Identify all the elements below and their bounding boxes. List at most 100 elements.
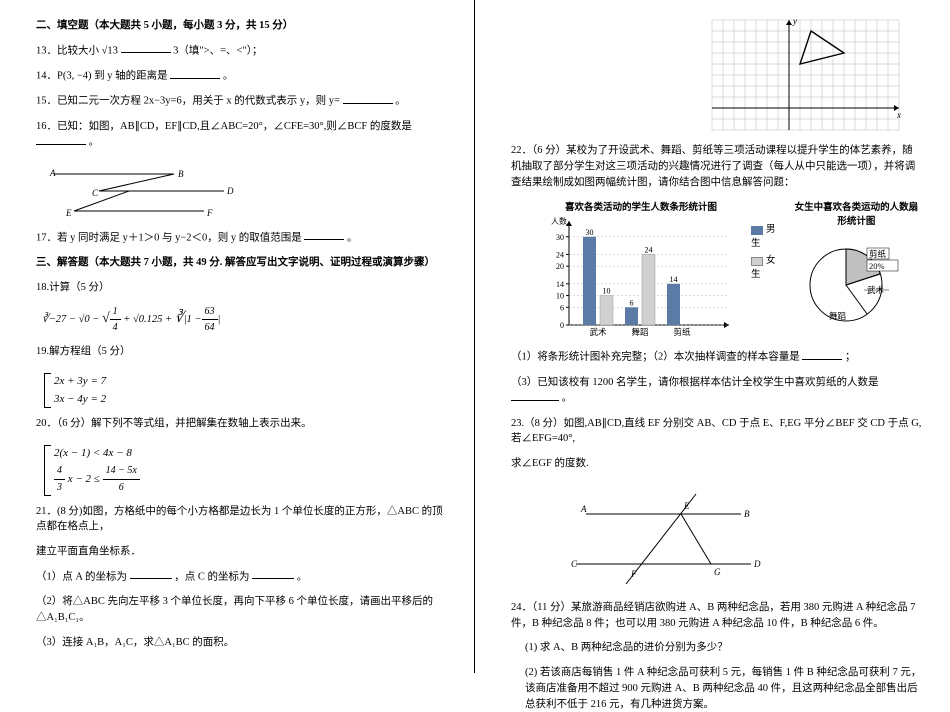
q18-f1n: 1: [110, 304, 121, 320]
q13-blank: [121, 43, 171, 54]
legend-male-swatch: [751, 226, 763, 235]
q15-end: 。: [395, 96, 406, 107]
bar-chart: 061014202430人数3010武术624舞蹈14剪纸: [541, 215, 741, 345]
q21-1c: 。: [297, 571, 308, 582]
bar-chart-title: 喜欢各类活动的学生人数条形统计图: [541, 199, 741, 213]
pt-F: F: [206, 208, 213, 218]
q13: 13．比较大小 √13 3（填">、=、<"）；: [36, 43, 446, 59]
q20-ld: 3: [54, 480, 65, 496]
q18-abs-close: |: [218, 314, 221, 325]
q16-text: 16．已知：如图，AB∥CD，EF∥CD,且∠ABC=20°，∠CFE=30°,…: [36, 121, 412, 132]
q18-prefix: ∛−27 − √0 −: [42, 314, 99, 325]
q16: 16．已知：如图，AB∥CD，EF∥CD,且∠ABC=20°，∠CFE=30°,…: [36, 119, 446, 151]
pt-C: C: [92, 188, 99, 198]
q14-end: 。: [223, 71, 234, 82]
q23-b: 求∠EGF 的度数.: [511, 456, 922, 472]
q20-system: 2(x − 1) < 4x − 8 43 x − 2 ≤ 14 − 5x6: [44, 445, 140, 496]
q20-label: 20．（6 分）解下列不等式组，并把解集在数轴上表示出来。: [36, 416, 446, 432]
pt-B: B: [178, 169, 184, 179]
svg-text:30: 30: [556, 233, 564, 242]
svg-text:30: 30: [586, 228, 594, 237]
pt-A2: A: [580, 504, 587, 514]
q20-rn: 14 − 5x: [103, 463, 140, 480]
svg-text:24: 24: [556, 251, 564, 260]
q22-text: 22．（6 分）某校为了开设武术、舞蹈、剪纸等三项活动课程以提升学生的体艺素养，…: [511, 143, 922, 190]
svg-text:14: 14: [556, 280, 564, 289]
q17-end: 。: [347, 232, 358, 243]
pt-D2: D: [753, 559, 761, 569]
q17: 17．若 y 同时满足 y＋1＞0 与 y−2＜0，则 y 的取值范围是 。: [36, 230, 446, 246]
pt-A: A: [49, 168, 56, 178]
q21-1a: （1）点 A 的坐标为: [36, 571, 127, 582]
q13-sqrt13: √13: [102, 45, 118, 56]
svg-text:0: 0: [560, 321, 564, 330]
svg-text:剪纸: 剪纸: [673, 327, 691, 337]
q18-mid: + √0.125 +: [123, 314, 172, 325]
q20-ln: 4: [54, 463, 65, 480]
q20-mid: x − 2 ≤: [68, 473, 100, 485]
q24-1: (1) 求 A、B 两种纪念品的进价分别为多少？: [525, 640, 922, 656]
q22-1a: （1）将条形统计图补充完整；（2）本次抽样调查的样本容量是: [511, 352, 800, 363]
q21-2: （2）将△ABC 先向左平移 3 个单位长度，再向下平移 6 个单位长度，请画出…: [36, 594, 446, 626]
q22-1-blank: [802, 349, 842, 360]
q14-blank: [170, 68, 220, 79]
q20-eq2: 43 x − 2 ≤ 14 − 5x6: [54, 463, 140, 496]
pt-F2: F: [630, 569, 637, 579]
q21-1b: ，点 C 的坐标为: [174, 571, 249, 582]
svg-text:10: 10: [556, 292, 564, 301]
pie-area: 女生中喜欢各类运动的人数扇形统计图 剪纸20%武术舞蹈: [791, 199, 922, 340]
q13-tail: 3（填">、=、<"）；: [173, 45, 262, 56]
svg-text:人数: 人数: [551, 216, 567, 226]
q19-eq1: 2x + 3y = 7: [54, 373, 106, 391]
svg-text:y: y: [792, 16, 797, 26]
q18-f1d: 4: [110, 320, 121, 335]
pt-G2: G: [714, 567, 721, 577]
pt-B2: B: [744, 509, 750, 519]
svg-text:6: 6: [630, 299, 634, 308]
left-column: 二、填空题（本大题共 5 小题，每小题 3 分，共 15 分） 13．比较大小 …: [0, 0, 475, 673]
pt-D: D: [226, 186, 234, 196]
pt-E: E: [65, 208, 72, 218]
q22-3-blank: [511, 390, 559, 401]
legend-female-swatch: [751, 257, 763, 266]
svg-text:20%: 20%: [869, 261, 885, 271]
svg-text:14: 14: [670, 275, 678, 284]
svg-text:6: 6: [560, 304, 564, 313]
q23-a: 23.（8 分）如图,AB∥CD,直线 EF 分别交 AB、CD 于点 E、F,…: [511, 416, 922, 448]
q21-1: （1）点 A 的坐标为 ，点 C 的坐标为 。: [36, 569, 446, 585]
q19-eq2: 3x − 4y = 2: [54, 391, 106, 409]
q20-eq1: 2(x − 1) < 4x − 8: [54, 445, 140, 463]
pie-chart: 剪纸20%武术舞蹈: [791, 227, 901, 337]
q22-3: （3）已知该校有 1200 名学生，请你根据样本估计全校学生中喜欢剪纸的人数是 …: [511, 375, 922, 407]
legend: 男生 女生: [751, 221, 781, 280]
q15-blank: [343, 93, 393, 104]
q21-3: （3）连接 A₁B，A₁C，求△A₁BC 的面积。: [36, 635, 446, 651]
q23-figure: A B C D E F G: [571, 489, 761, 589]
pt-C2: C: [571, 559, 578, 569]
svg-text:武术: 武术: [589, 327, 607, 337]
q24-text: 24．（11 分）某旅游商品经销店欲购进 A、B 两种纪念品，若用 380 元购…: [511, 600, 922, 632]
q22-1b: ；: [845, 352, 856, 363]
svg-text:10: 10: [603, 287, 611, 296]
q18-f2d: 64: [202, 320, 218, 335]
q18-abs-open: |1 −: [184, 314, 202, 325]
q14: 14．P(3, −4) 到 y 轴的距离是 。: [36, 68, 446, 84]
q16-figure: A B C D E F: [44, 166, 244, 221]
q24-2: (2) 若该商店每销售 1 件 A 种纪念品可获利 5 元，每销售 1 件 B …: [525, 665, 922, 712]
q21-grid-figure: yx: [700, 14, 910, 139]
q21-a: 21．(8 分)如图，方格纸中的每个小方格都是边长为 1 个单位长度的正方形，△…: [36, 504, 446, 536]
q18-label: 18.计算（5 分）: [36, 280, 446, 296]
q17-text: 17．若 y 同时满足 y＋1＞0 与 y−2＜0，则 y 的取值范围是: [36, 232, 302, 243]
svg-text:舞蹈: 舞蹈: [829, 311, 846, 321]
q15: 15．已知二元一次方程 2x−3y=6，用关于 x 的代数式表示 y，则 y= …: [36, 93, 446, 109]
q22-1: （1）将条形统计图补充完整；（2）本次抽样调查的样本容量是 ；: [511, 349, 922, 365]
q14-text: 14．P(3, −4) 到 y 轴的距离是: [36, 71, 168, 82]
q21-blank-c: [252, 569, 294, 580]
pt-E2: E: [683, 501, 690, 511]
q22-3b: 。: [562, 393, 573, 404]
section-2-title: 二、填空题（本大题共 5 小题，每小题 3 分，共 15 分）: [36, 18, 446, 34]
q22-charts: 喜欢各类活动的学生人数条形统计图 061014202430人数3010武术624…: [541, 199, 922, 345]
svg-text:24: 24: [645, 246, 653, 255]
q19-label: 19.解方程组（5 分）: [36, 344, 446, 360]
q21-b: 建立平面直角坐标系．: [36, 544, 446, 560]
